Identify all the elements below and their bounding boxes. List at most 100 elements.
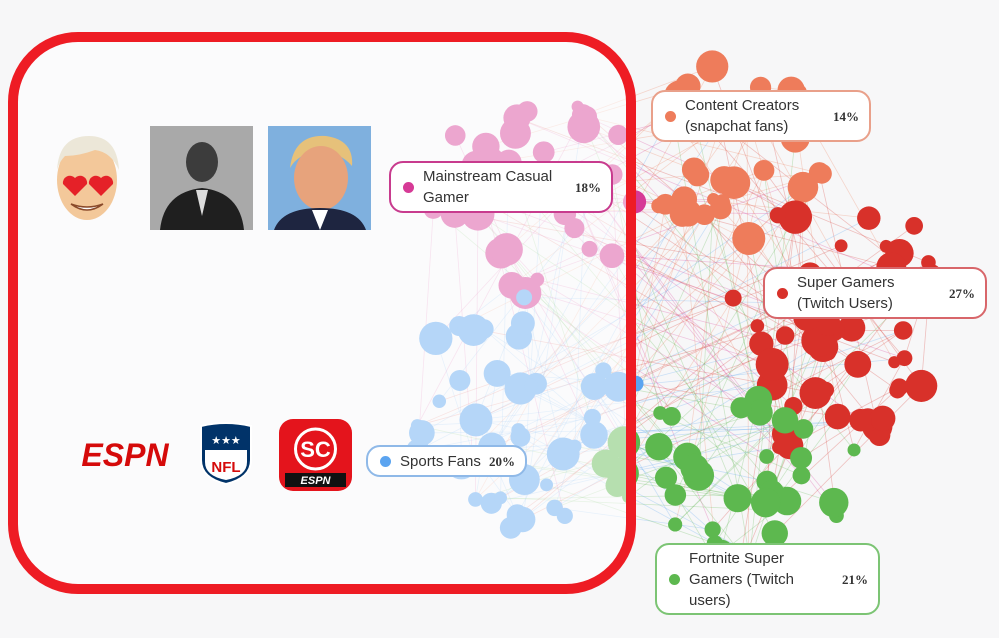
network-node-fortnite — [819, 487, 849, 518]
network-node-fortnite — [662, 407, 681, 426]
segment-name: Sports Fans — [400, 452, 481, 470]
segment-dot-icon — [669, 573, 680, 585]
network-edge — [618, 330, 835, 388]
network-node-content — [743, 234, 758, 249]
person-portrait-icon — [268, 126, 371, 230]
network-node-super — [778, 200, 813, 234]
segment-dot-icon — [403, 181, 414, 193]
network-node-fortnite — [793, 419, 814, 439]
network-node-content — [710, 166, 739, 194]
segment-percent: 14% — [833, 108, 859, 124]
network-node-fortnite — [680, 453, 709, 483]
network-edge — [720, 399, 759, 554]
heart-eyes-emoji-icon — [45, 126, 129, 230]
network-node-content — [674, 199, 702, 227]
network-edge — [622, 187, 804, 474]
espn-logo-icon: ESPN — [74, 437, 176, 473]
network-node-super — [799, 377, 832, 409]
segment-percent: 18% — [575, 179, 601, 195]
network-node-fortnite — [668, 517, 683, 532]
network-node-content — [654, 193, 676, 215]
network-node-content — [787, 171, 819, 203]
segment-label-content-creators: Content Creators (snapchat fans) 14% — [651, 90, 871, 142]
network-edge — [611, 255, 776, 534]
network-node-super — [769, 207, 787, 224]
network-node-super — [893, 321, 913, 340]
network-node-super — [869, 405, 896, 432]
sc-sub-text: ESPN — [301, 475, 332, 487]
network-node-super — [750, 319, 765, 333]
espn-logo-text: ESPN — [81, 438, 169, 472]
network-edge — [593, 330, 904, 436]
segment-dot-icon — [665, 110, 676, 122]
network-node-fortnite — [790, 446, 813, 469]
network-node-super — [888, 356, 901, 369]
segment-dot-icon — [380, 455, 391, 467]
network-node-super — [890, 378, 909, 397]
network-edge — [800, 419, 861, 459]
network-edge — [593, 419, 868, 436]
network-node-content — [694, 204, 715, 225]
network-edge — [686, 202, 723, 457]
network-edge — [622, 343, 762, 474]
network-edge — [774, 385, 922, 534]
network-edge — [681, 214, 716, 544]
network-edge — [623, 170, 765, 443]
person-portrait-icon — [150, 126, 253, 230]
network-node-fortnite — [761, 520, 788, 547]
segment-percent: 20% — [489, 453, 515, 469]
network-node-super — [838, 314, 866, 342]
nfl-logo-text: NFL — [211, 459, 240, 476]
segment-label-mainstream-casual: Mainstream Casual Gamer 18% — [389, 161, 613, 213]
network-node-content — [714, 194, 731, 210]
network-node-fortnite — [792, 466, 811, 485]
network-node-fortnite — [664, 484, 687, 506]
network-node-fortnite — [654, 466, 678, 489]
network-node-super — [724, 289, 742, 307]
svg-text:★★★: ★★★ — [211, 434, 241, 447]
segment-label-super-gamers: Super Gamers (Twitch Users) 27% — [763, 267, 987, 319]
network-node-fortnite — [847, 443, 861, 457]
network-edge — [759, 120, 895, 363]
network-node-content — [688, 170, 705, 187]
network-node-super — [857, 206, 881, 230]
network-edge — [611, 255, 895, 363]
segment-dot-icon — [777, 287, 788, 299]
network-node-fortnite — [723, 484, 752, 513]
network-node-super — [824, 403, 851, 430]
network-node-fortnite — [746, 399, 773, 426]
segment-percent: 21% — [842, 571, 868, 587]
segment-percent: 27% — [949, 285, 975, 301]
network-edge — [766, 217, 796, 482]
network-node-super — [905, 369, 938, 402]
network-edge — [698, 199, 714, 476]
network-node-fortnite — [704, 521, 721, 538]
network-node-fortnite — [750, 487, 781, 518]
segment-label-sports-fans: Sports Fans 20% — [366, 445, 527, 477]
network-node-content — [696, 50, 729, 83]
network-node-super — [896, 350, 913, 367]
network-node-super — [905, 216, 924, 235]
sc-logo-text: SC — [300, 437, 331, 462]
highlight-frame — [8, 32, 636, 594]
network-node-super — [849, 408, 872, 432]
network-node-super — [844, 350, 872, 378]
network-node-super — [834, 239, 848, 253]
network-node-fortnite — [771, 407, 799, 434]
network-node-fortnite — [772, 486, 802, 516]
network-node-fortnite — [730, 397, 752, 419]
network-edge — [771, 364, 859, 493]
network-edge — [704, 214, 878, 427]
network-node-super — [755, 347, 789, 381]
network-node-content — [753, 159, 775, 181]
segment-name: Fortnite Super Gamers (Twitch users) — [689, 549, 795, 609]
segment-label-fortnite: Fortnite Super Gamers (Twitch users) 21% — [655, 543, 880, 615]
network-node-super — [775, 326, 795, 345]
segment-name: Content Creators (snapchat fans) — [685, 97, 800, 135]
sportscenter-app-icon: SC ESPN — [279, 419, 352, 491]
network-edge — [853, 357, 905, 451]
segment-name: Mainstream Casual Gamer — [423, 168, 553, 206]
network-node-super — [921, 255, 936, 270]
network-node-fortnite — [759, 449, 775, 464]
segment-name: Super Gamers (Twitch Users) — [797, 274, 895, 312]
